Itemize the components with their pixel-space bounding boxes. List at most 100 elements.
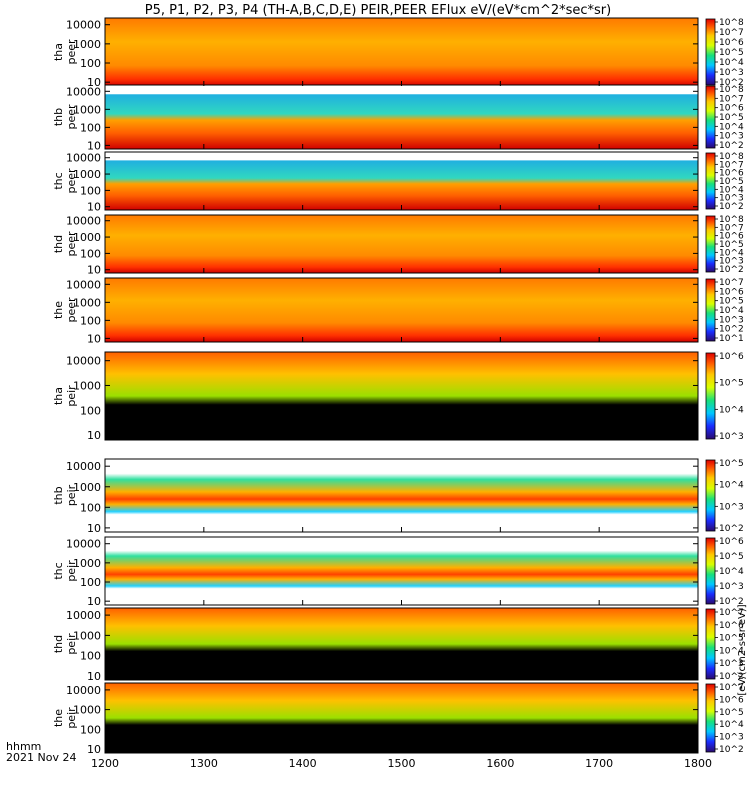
colorbar-tick-label: 10^8 [719, 215, 744, 225]
colorbar-tick-label: 10^5 [719, 297, 744, 307]
y-tick-label: 10000 [66, 278, 101, 291]
x-tick-label: 1200 [91, 757, 119, 770]
colorbar-tick-label: 10^7 [719, 28, 744, 38]
y-tick-label: 1000 [73, 629, 101, 642]
x-tick-label: 1800 [684, 757, 712, 770]
colorbar-tick-label: 10^5 [719, 459, 744, 469]
colorbar-tick-label: 10^6 [719, 104, 744, 114]
y-tick-label: 10000 [66, 215, 101, 228]
y-tick-label: 10000 [66, 538, 101, 551]
colorbar-tick-label: 10^2 [719, 672, 744, 682]
y-tick-label: 10 [87, 595, 101, 608]
y-tick-label: 1000 [73, 704, 101, 717]
colorbar-tick-label: 10^1 [719, 334, 744, 344]
colorbar-tick-label: 10^2 [719, 745, 744, 755]
panel-label-species: peer [65, 39, 78, 65]
panel-label-species: peer [65, 104, 78, 130]
colorbar [705, 683, 716, 753]
y-tick-label: 10000 [66, 355, 101, 368]
colorbar-tick-label: 10^4 [719, 405, 744, 415]
panel-label-probe: thb [52, 108, 65, 126]
colorbar-tick-label: 10^6 [719, 352, 744, 362]
y-tick-label: 10 [87, 670, 101, 683]
colorbar-tick-label: 10^3 [719, 582, 744, 592]
y-tick-label: 10 [87, 743, 101, 756]
spectrogram-area [105, 278, 698, 342]
x-tick-label: 1500 [388, 757, 416, 770]
y-tick-label: 10 [87, 264, 101, 277]
colorbar-tick-label: 10^6 [719, 38, 744, 48]
spectrogram-area [105, 85, 698, 149]
colorbar-tick-label: 10^5 [719, 552, 744, 562]
colorbar [705, 608, 716, 680]
y-tick-label: 100 [80, 650, 101, 663]
y-tick-label: 100 [80, 121, 101, 134]
colorbar-tick-label: 10^5 [719, 379, 744, 389]
y-tick-label: 100 [80, 576, 101, 589]
y-tick-label: 100 [80, 723, 101, 736]
colorbar-tick-label: 10^3 [719, 733, 744, 743]
panel-label-probe: thc [52, 172, 65, 189]
y-tick-label: 100 [80, 501, 101, 514]
colorbar-tick-label: 10^6 [719, 287, 744, 297]
y-tick-label: 10 [87, 76, 101, 89]
panel-label-species: peer [65, 231, 78, 257]
spectrogram-area [105, 18, 698, 86]
panel-label-species: peir [65, 385, 78, 407]
x-axis-label-hhmm: hhmm [6, 740, 41, 753]
spectrogram-area [105, 215, 698, 273]
colorbar-tick-label: 10^7 [719, 608, 744, 618]
panel-tha-peir: 10 100 1000 10000 tha peir 10^3 10^4 10^5 10^6 [52, 351, 744, 442]
colorbar-tick-label: 10^6 [719, 169, 744, 179]
y-tick-label: 10000 [66, 85, 101, 98]
spectrogram-area [105, 608, 698, 680]
colorbar [705, 352, 716, 440]
spectrogram-area [105, 683, 698, 753]
y-tick-label: 10000 [66, 684, 101, 697]
x-axis-label-date: 2021 Nov 24 [6, 751, 76, 764]
colorbar-tick-label: 10^5 [719, 177, 744, 187]
y-tick-label: 1000 [73, 481, 101, 494]
panel-label-species: peer [65, 297, 78, 323]
y-tick-label: 100 [80, 404, 101, 417]
y-tick-label: 10000 [66, 152, 101, 165]
panel-label-probe: tha [52, 43, 65, 61]
x-tick-label: 1400 [289, 757, 317, 770]
y-tick-label: 100 [80, 314, 101, 327]
y-tick-label: 10 [87, 522, 101, 535]
colorbar-tick-label: 10^7 [719, 223, 744, 233]
colorbar-tick-label: 10^2 [719, 141, 744, 151]
colorbar-unit-label: [eV/(cm2-s-sr-eV)] [737, 604, 748, 695]
colorbar-tick-label: 10^2 [719, 524, 744, 534]
colorbar-tick-label: 10^4 [719, 481, 744, 491]
colorbar-tick-label: 10^4 [719, 58, 744, 68]
colorbar-tick-label: 10^4 [719, 306, 744, 316]
panel-label-probe: the [52, 301, 65, 319]
panel-label-probe: thd [52, 635, 65, 653]
panel-label-species: peer [65, 168, 78, 194]
colorbar-tick-label: 10^4 [719, 720, 744, 730]
colorbar-tick-label: 10^6 [719, 621, 744, 631]
panel-label-probe: the [52, 709, 65, 727]
y-tick-label: 1000 [73, 103, 101, 116]
colorbar-tick-label: 10^3 [719, 502, 744, 512]
colorbar-tick-label: 10^5 [719, 708, 744, 718]
colorbar-tick-label: 10^4 [719, 646, 744, 656]
colorbar-tick-label: 10^4 [719, 567, 744, 577]
colorbar [705, 278, 716, 342]
y-tick-label: 10 [87, 429, 101, 442]
y-tick-label: 1000 [73, 168, 101, 181]
y-tick-label: 1000 [73, 557, 101, 570]
spectrogram-area [105, 537, 698, 605]
colorbar-tick-label: 10^8 [719, 85, 744, 95]
